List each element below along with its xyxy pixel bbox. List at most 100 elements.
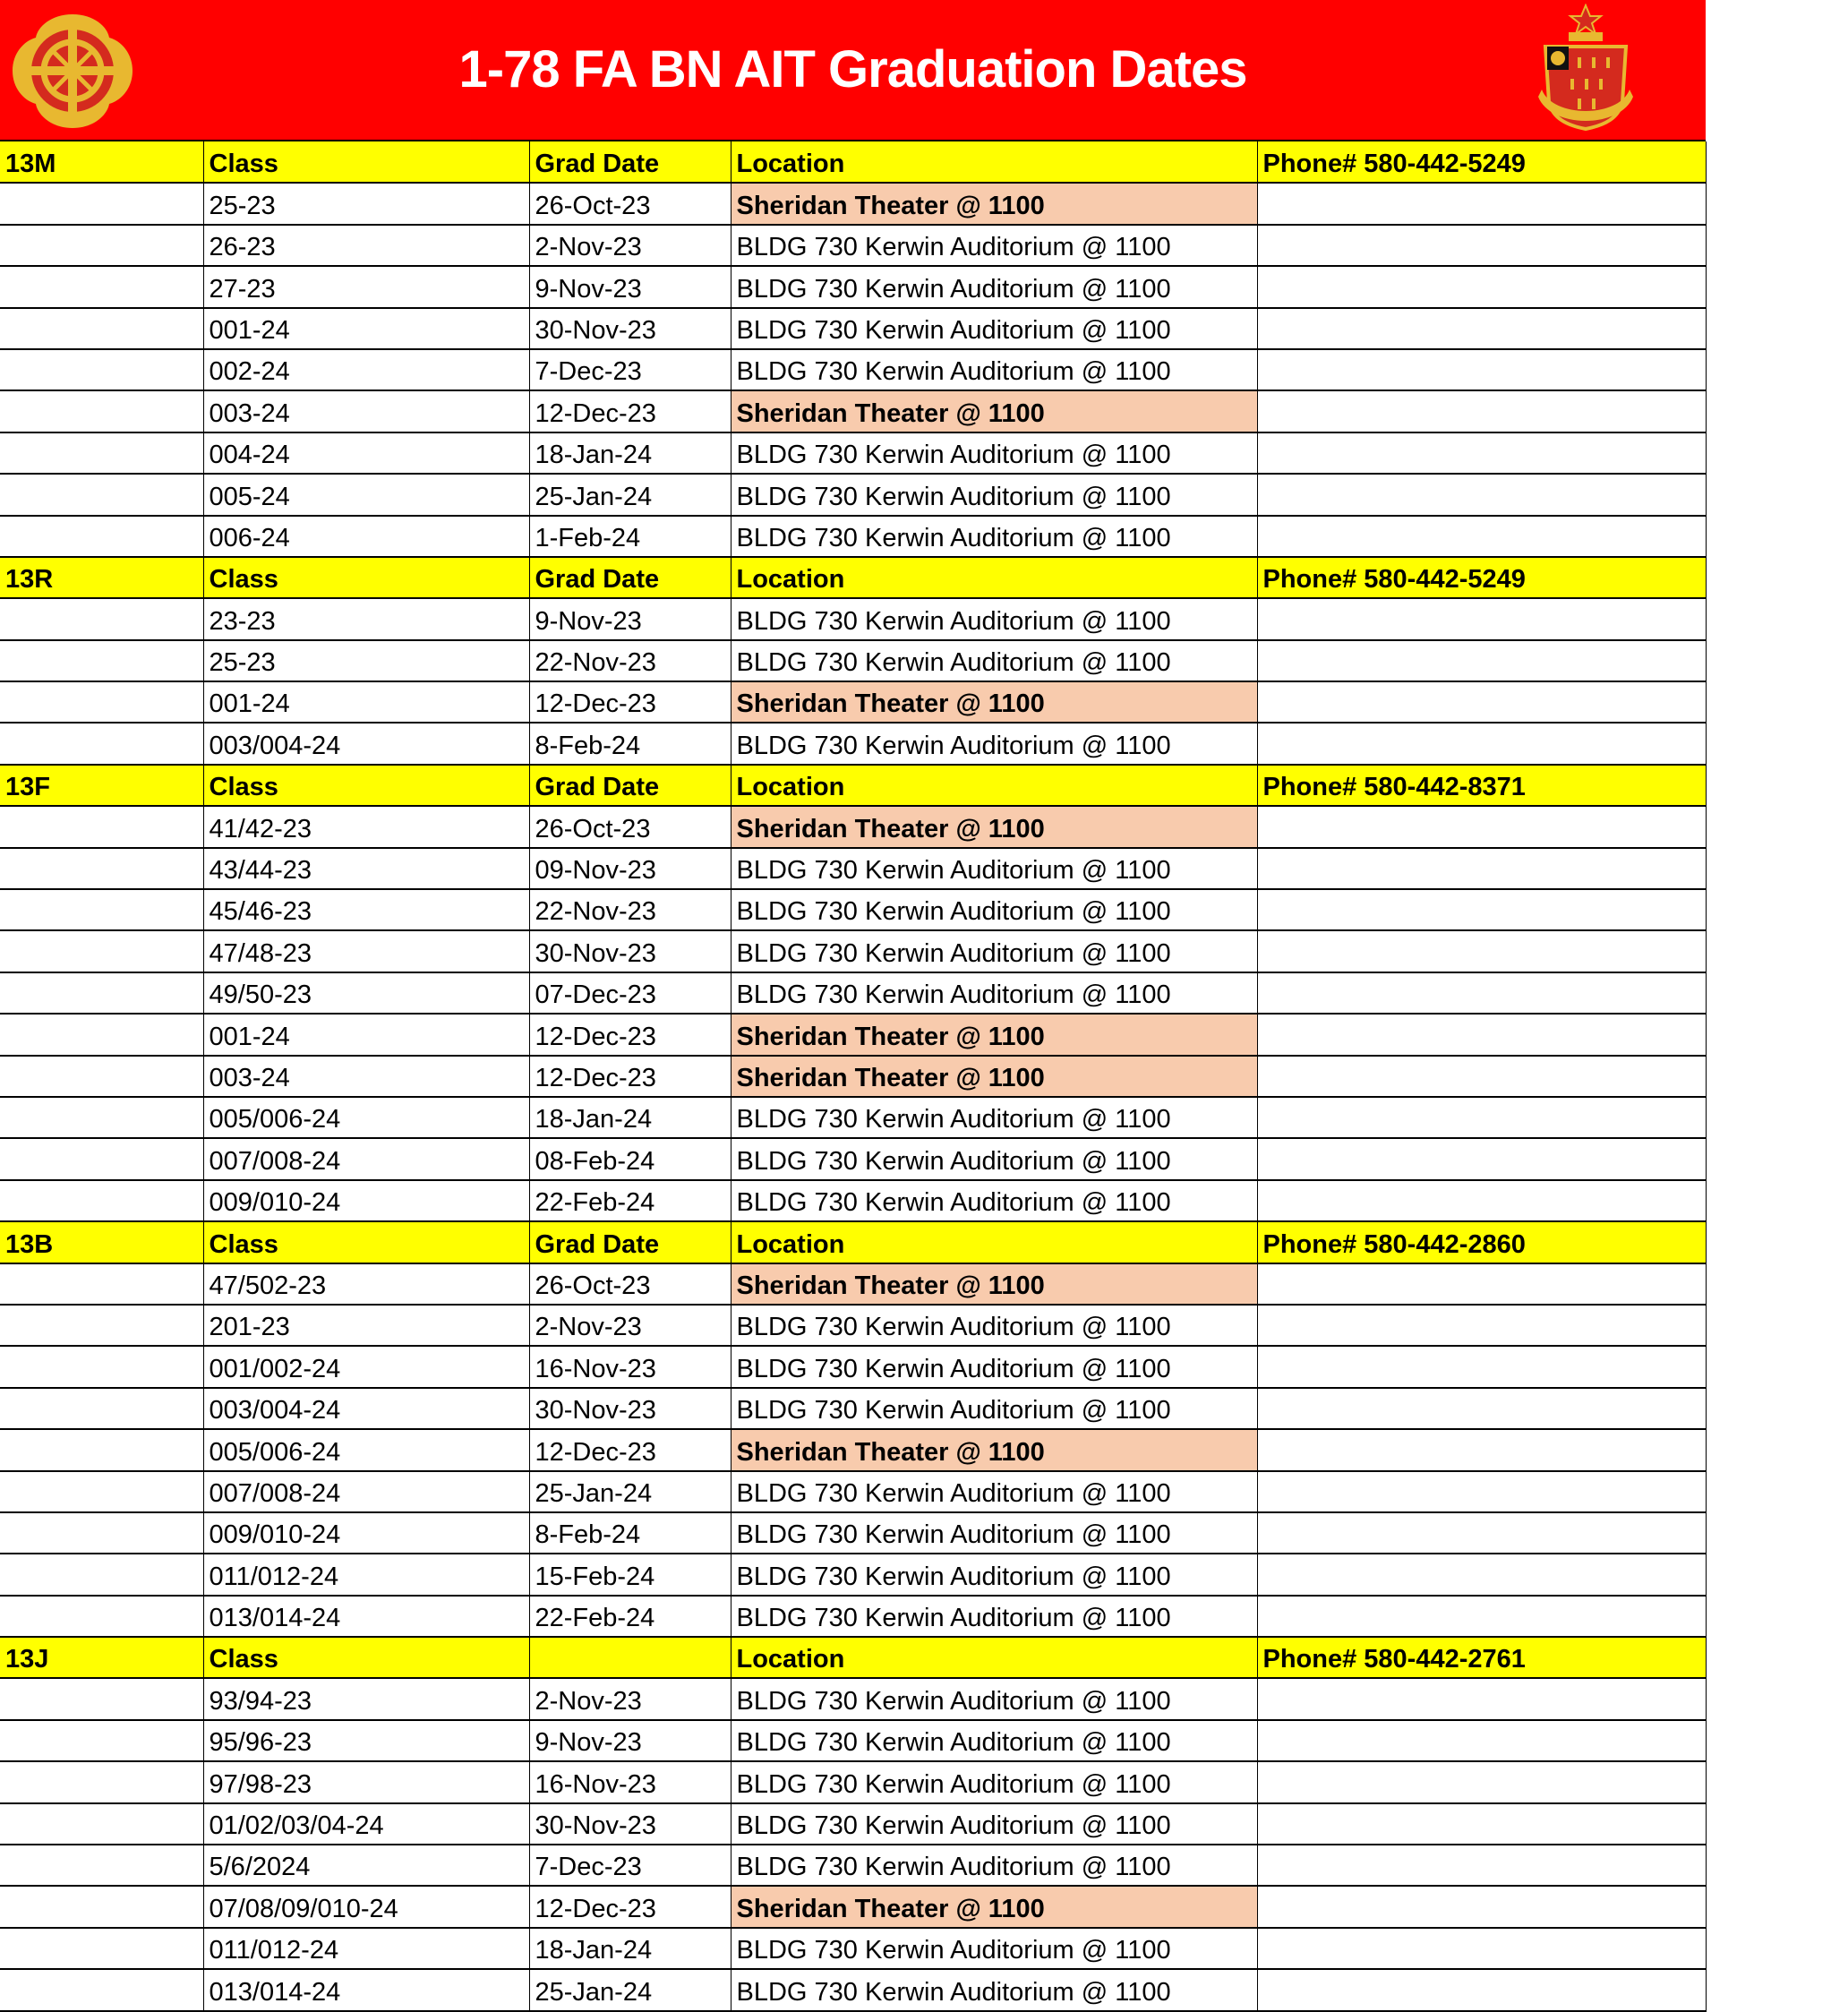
title-banner: 1-78 FA BN AIT Graduation Dates	[0, 0, 1706, 141]
mos-label: 13B	[0, 1221, 203, 1264]
empty-cell	[0, 972, 203, 1015]
empty-cell	[1256, 183, 1707, 226]
grad-date-cell: 30-Nov-23	[528, 930, 731, 973]
table-row: 001-24 12-Dec-23 Sheridan Theater @ 1100	[0, 1014, 1707, 1057]
mos-label: 13F	[0, 764, 203, 808]
phone-number: Phone# 580-442-8371	[1256, 764, 1707, 808]
grad-date-cell: 2-Nov-23	[528, 224, 731, 268]
empty-cell	[0, 183, 203, 226]
location-cell: Sheridan Theater @ 1100	[730, 390, 1257, 433]
mos-label: 13R	[0, 556, 203, 600]
section-header-13f: 13F Class Grad Date Location Phone# 580-442-…	[0, 764, 1707, 808]
location-cell: BLDG 730 Kerwin Auditorium @ 1100	[730, 972, 1257, 1015]
class-cell: 41/42-23	[202, 806, 529, 849]
class-cell: 47/502-23	[202, 1263, 529, 1306]
empty-cell	[1256, 1138, 1707, 1181]
grad-date-cell: 1-Feb-24	[528, 515, 731, 558]
location-cell: Sheridan Theater @ 1100	[730, 1014, 1257, 1057]
table-row: 003/004-24 8-Feb-24 BLDG 730 Kerwin Audito…	[0, 723, 1707, 766]
empty-cell	[0, 1761, 203, 1804]
class-cell: 003-24	[202, 1055, 529, 1098]
class-cell: 013/014-24	[202, 1595, 529, 1639]
empty-cell	[1256, 1761, 1707, 1804]
class-cell: 003/004-24	[202, 1387, 529, 1431]
location-cell: Sheridan Theater @ 1100	[730, 1055, 1257, 1098]
table-row: 47/502-23 26-Oct-23 Sheridan Theater @ 110…	[0, 1263, 1707, 1306]
class-cell: 97/98-23	[202, 1761, 529, 1804]
grad-date-cell: 30-Nov-23	[528, 307, 731, 350]
section-header-13b: 13B Class Grad Date Location Phone# 580-442-…	[0, 1221, 1707, 1264]
empty-cell	[0, 1802, 203, 1846]
grad-date-cell: 12-Dec-23	[528, 1014, 731, 1057]
location-header: Location	[730, 1637, 1257, 1680]
grad-date-cell: 2-Nov-23	[528, 1304, 731, 1348]
empty-cell	[1256, 1595, 1707, 1639]
phone-number: Phone# 580-442-5249	[1256, 141, 1707, 184]
class-cell: 006-24	[202, 515, 529, 558]
class-cell: 001-24	[202, 1014, 529, 1057]
grad-date-cell: 25-Jan-24	[528, 1470, 731, 1513]
table-row: 43/44-23 09-Nov-23 BLDG 730 Kerwin Auditor…	[0, 847, 1707, 891]
empty-cell	[0, 266, 203, 309]
empty-cell	[1256, 224, 1707, 268]
location-cell: BLDG 730 Kerwin Auditorium @ 1100	[730, 432, 1257, 475]
grad-date-cell: 08-Feb-24	[528, 1138, 731, 1181]
location-cell: BLDG 730 Kerwin Auditorium @ 1100	[730, 1595, 1257, 1639]
location-cell: BLDG 730 Kerwin Auditorium @ 1100	[730, 1511, 1257, 1555]
class-cell: 005-24	[202, 474, 529, 517]
location-cell: Sheridan Theater @ 1100	[730, 1263, 1257, 1306]
table-row: 009/010-24 8-Feb-24 BLDG 730 Kerwin Audito…	[0, 1511, 1707, 1555]
table-row: 25-23 22-Nov-23 BLDG 730 Kerwin Auditorium…	[0, 639, 1707, 683]
grad-date-cell: 2-Nov-23	[528, 1678, 731, 1721]
empty-cell	[1256, 1802, 1707, 1846]
empty-cell	[0, 474, 203, 517]
empty-cell	[0, 1719, 203, 1763]
empty-cell	[1256, 1096, 1707, 1140]
class-cell: 47/48-23	[202, 930, 529, 973]
table-row: 49/50-23 07-Dec-23 BLDG 730 Kerwin Auditor…	[0, 972, 1707, 1015]
phone-number: Phone# 580-442-5249	[1256, 556, 1707, 600]
class-cell: 5/6/2024	[202, 1845, 529, 1888]
empty-cell	[0, 1678, 203, 1721]
empty-cell	[0, 847, 203, 891]
grad-date-cell: 7-Dec-23	[528, 348, 731, 392]
empty-cell	[0, 1304, 203, 1348]
grad-date-cell: 15-Feb-24	[528, 1554, 731, 1597]
class-cell: 201-23	[202, 1304, 529, 1348]
location-cell: BLDG 730 Kerwin Auditorium @ 1100	[730, 1678, 1257, 1721]
empty-cell	[1256, 1429, 1707, 1472]
class-cell: 007/008-24	[202, 1470, 529, 1513]
table-row: 26-23 2-Nov-23 BLDG 730 Kerwin Auditorium …	[0, 224, 1707, 268]
table-row: 005-24 25-Jan-24 BLDG 730 Kerwin Auditoriu…	[0, 474, 1707, 517]
location-cell: Sheridan Theater @ 1100	[730, 806, 1257, 849]
location-cell: BLDG 730 Kerwin Auditorium @ 1100	[730, 1138, 1257, 1181]
location-header: Location	[730, 764, 1257, 808]
table-row: 006-24 1-Feb-24 BLDG 730 Kerwin Auditorium…	[0, 515, 1707, 558]
table-row: 009/010-24 22-Feb-24 BLDG 730 Kerwin Audit…	[0, 1179, 1707, 1223]
empty-cell	[1256, 1886, 1707, 1929]
table-row: 5/6/2024 7-Dec-23 BLDG 730 Kerwin Auditori…	[0, 1845, 1707, 1888]
class-cell: 95/96-23	[202, 1719, 529, 1763]
empty-cell	[1256, 1678, 1707, 1721]
class-cell: 93/94-23	[202, 1678, 529, 1721]
class-cell: 011/012-24	[202, 1554, 529, 1597]
section-header-13m: 13M Class Grad Date Location Phone# 580-442-…	[0, 141, 1707, 184]
location-cell: BLDG 730 Kerwin Auditorium @ 1100	[730, 1346, 1257, 1389]
class-cell: 003/004-24	[202, 723, 529, 766]
empty-cell	[1256, 1014, 1707, 1057]
empty-cell	[1256, 723, 1707, 766]
location-cell: BLDG 730 Kerwin Auditorium @ 1100	[730, 1761, 1257, 1804]
grad-date-cell: 18-Jan-24	[528, 432, 731, 475]
empty-cell	[0, 1886, 203, 1929]
empty-cell	[0, 1927, 203, 1971]
table-row: 005/006-24 12-Dec-23 Sheridan Theater @ 11…	[0, 1429, 1707, 1472]
table-row: 011/012-24 18-Jan-24 BLDG 730 Kerwin Audit…	[0, 1927, 1707, 1971]
grad-date-cell: 30-Nov-23	[528, 1387, 731, 1431]
class-cell: 43/44-23	[202, 847, 529, 891]
class-header: Class	[202, 1221, 529, 1264]
location-cell: BLDG 730 Kerwin Auditorium @ 1100	[730, 1719, 1257, 1763]
table-row: 001/002-24 16-Nov-23 BLDG 730 Kerwin Audit…	[0, 1346, 1707, 1389]
class-cell: 003-24	[202, 390, 529, 433]
grad-date-cell: 16-Nov-23	[528, 1761, 731, 1804]
location-cell: BLDG 730 Kerwin Auditorium @ 1100	[730, 1179, 1257, 1223]
